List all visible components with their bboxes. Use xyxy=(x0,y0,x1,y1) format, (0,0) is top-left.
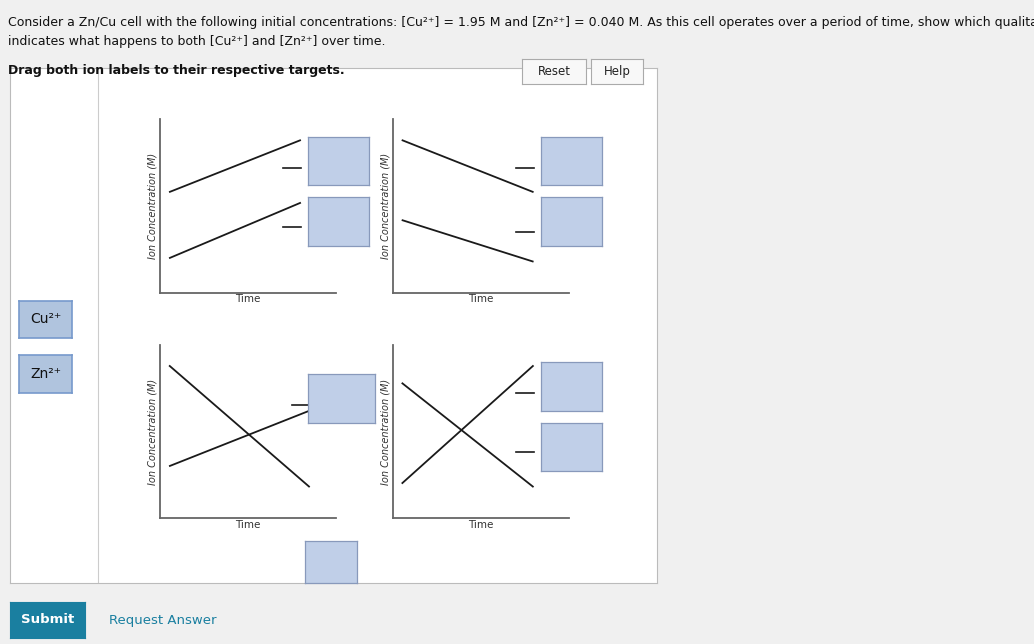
X-axis label: Time: Time xyxy=(468,520,493,530)
Text: Cu²⁺: Cu²⁺ xyxy=(30,312,61,327)
X-axis label: Time: Time xyxy=(236,294,261,305)
Text: Zn²⁺: Zn²⁺ xyxy=(30,367,61,381)
Text: Submit: Submit xyxy=(21,613,74,627)
Y-axis label: Ion Concentration (M): Ion Concentration (M) xyxy=(148,379,157,484)
Y-axis label: Ion Concentration (M): Ion Concentration (M) xyxy=(148,153,157,259)
Text: Help: Help xyxy=(604,65,631,78)
X-axis label: Time: Time xyxy=(468,294,493,305)
Text: indicates what happens to both [Cu²⁺] and [Zn²⁺] over time.: indicates what happens to both [Cu²⁺] an… xyxy=(8,35,386,48)
Text: Drag both ion labels to their respective targets.: Drag both ion labels to their respective… xyxy=(8,64,345,77)
X-axis label: Time: Time xyxy=(236,520,261,530)
Y-axis label: Ion Concentration (M): Ion Concentration (M) xyxy=(381,153,390,259)
Text: Consider a Zn/Cu cell with the following initial concentrations: [Cu²⁺] = 1.95 M: Consider a Zn/Cu cell with the following… xyxy=(8,16,1034,29)
Text: Request Answer: Request Answer xyxy=(109,614,216,627)
Text: Reset: Reset xyxy=(538,65,571,78)
Y-axis label: Ion Concentration (M): Ion Concentration (M) xyxy=(381,379,390,484)
